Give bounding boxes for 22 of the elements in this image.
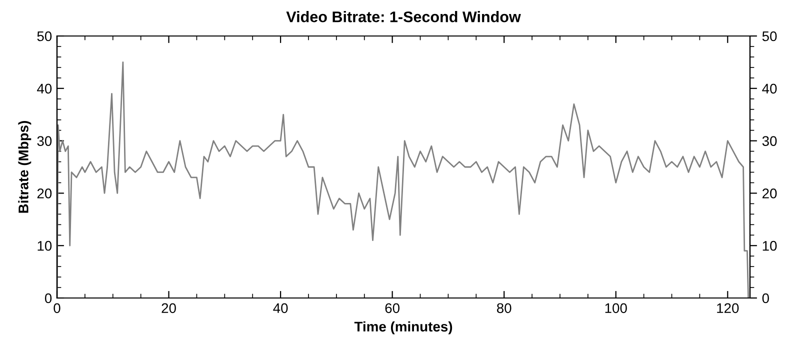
y-tick-label: 50 (37, 31, 52, 42)
x-tick-label: 80 (496, 303, 512, 314)
y2-tick-label: 50 (762, 31, 777, 42)
y-tick-label: 0 (44, 293, 52, 304)
x-tick-label: 20 (162, 303, 176, 314)
y-tick-label: 30 (37, 136, 52, 146)
chart-title: Video Bitrate: 1-Second Window (286, 11, 521, 22)
x-tick-label: 0 (54, 303, 60, 314)
y2-tick-label: 20 (762, 188, 777, 198)
y2-tick-label: 10 (762, 240, 777, 251)
y2-tick-label: 40 (762, 84, 777, 94)
x-axis-title: Time (minutes) (354, 321, 452, 334)
y-tick-label: 20 (37, 188, 52, 198)
y2-tick-label: 30 (762, 136, 777, 146)
y-tick-label: 40 (37, 84, 52, 94)
y-tick-label: 10 (38, 240, 52, 251)
y2-tick-label: 0 (762, 293, 769, 304)
y-axis-title: Bitrate (Mbps) (18, 121, 32, 213)
x-tick-label: 100 (605, 303, 627, 314)
x-tick-label: 120 (717, 303, 739, 314)
x-tick-label: 40 (273, 303, 288, 314)
x-tick-label: 60 (385, 303, 400, 314)
